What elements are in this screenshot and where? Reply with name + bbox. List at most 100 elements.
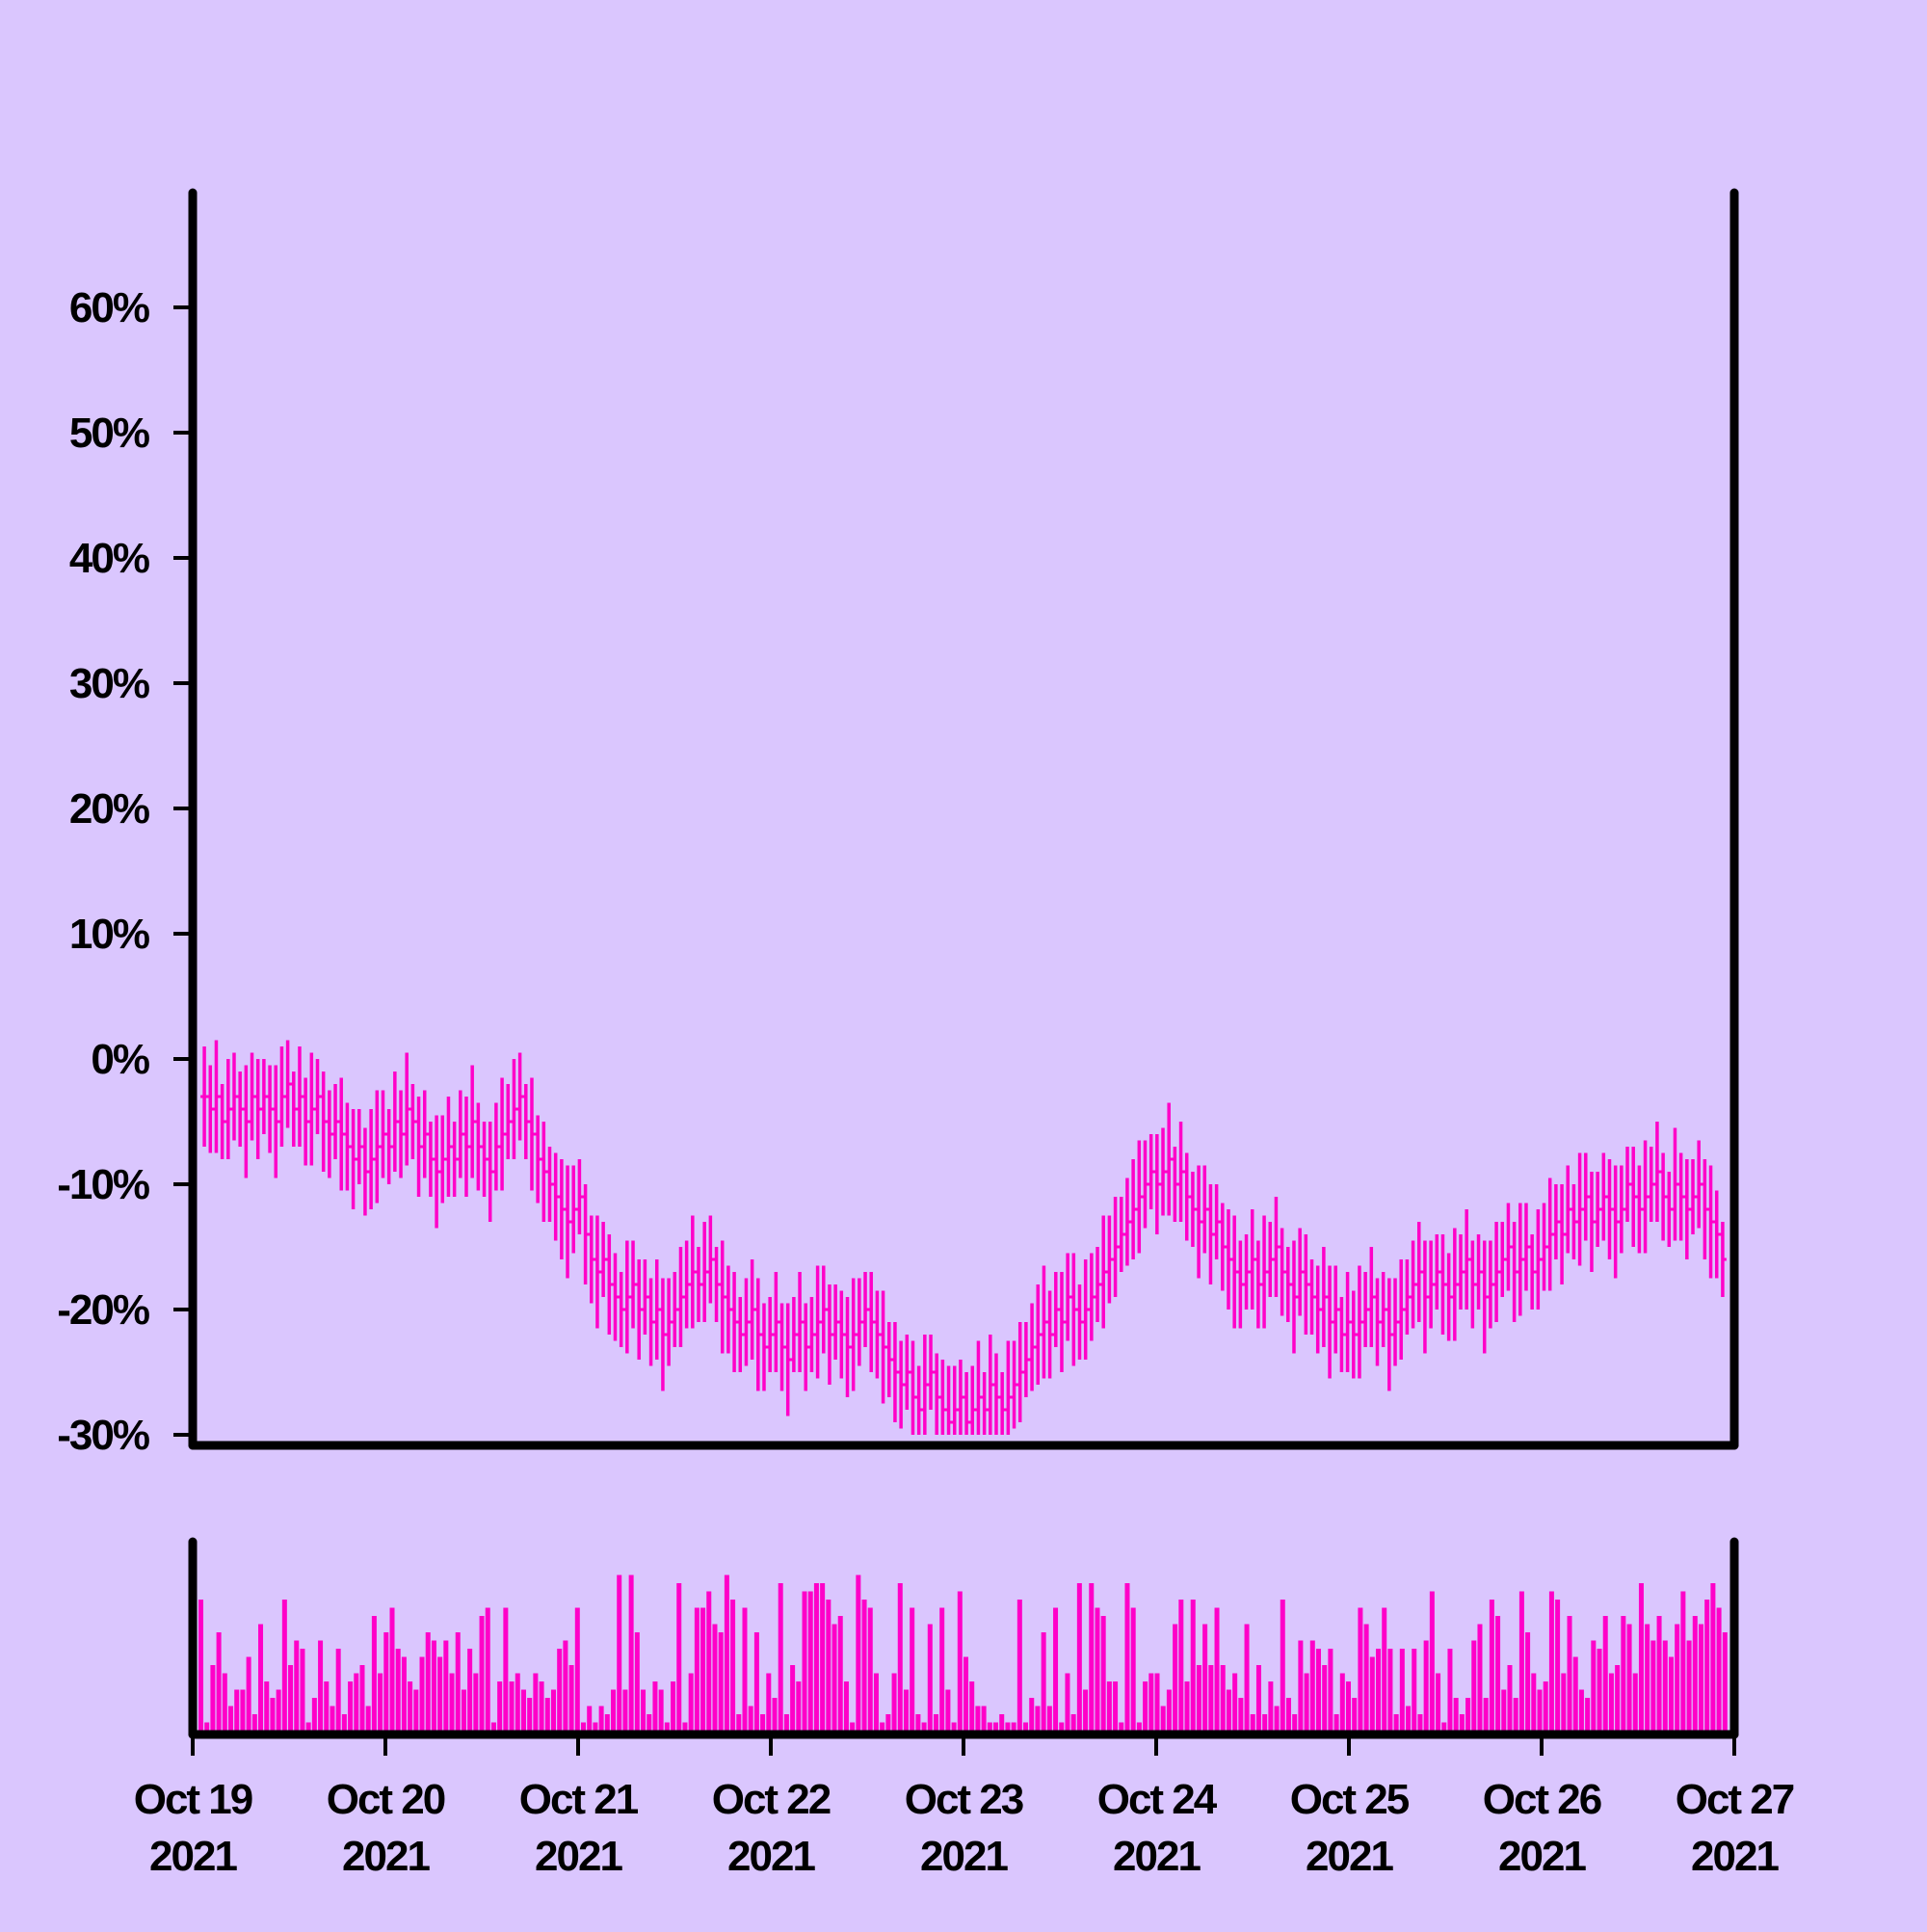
volume-bar [641,1689,647,1731]
volume-bar [880,1722,885,1731]
volume-bar [1196,1665,1201,1731]
volume-bar [300,1649,305,1731]
volume-bar [718,1632,724,1731]
volume-bar [1315,1649,1321,1731]
volume-bar [915,1714,921,1731]
volume-bar [348,1681,354,1731]
volume-bar [515,1673,520,1731]
axes-frame [188,188,1739,1739]
volume-bar [408,1681,413,1731]
volume-bar [419,1656,425,1731]
volume-bar [204,1722,210,1731]
volume-bar [228,1706,234,1731]
volume-bar [533,1673,539,1731]
volume-bar [467,1649,473,1731]
volume-bar [246,1656,251,1731]
volume-bar [724,1575,729,1731]
volume-bar [1447,1649,1453,1731]
volume-bar [1518,1591,1524,1731]
volume-bar [1029,1698,1035,1731]
volume-bar [1148,1673,1154,1731]
volume-bar [1322,1665,1328,1731]
price-bar [1718,1222,1727,1297]
volume-bar [1005,1722,1011,1731]
volume-bar [1668,1656,1674,1731]
volume-bar [1250,1714,1255,1731]
volume-bar [861,1600,867,1731]
volume-bar [1459,1714,1465,1731]
volume-bar [258,1624,264,1731]
volume-bar [1113,1681,1119,1731]
volume-bar [1561,1673,1567,1731]
volume-bar [748,1706,753,1731]
volume-bar [270,1698,276,1731]
volume-bar [807,1591,813,1731]
volume-bar [1412,1649,1417,1731]
y-tick-label: -20% [57,1286,149,1334]
volume-bar [1046,1706,1052,1731]
volume-bar [1417,1714,1423,1731]
volume-bar [1220,1665,1226,1731]
volume-bar [664,1722,670,1731]
volume-bar [1406,1706,1412,1731]
volume-bar [1280,1600,1285,1731]
volume-bar [1621,1616,1626,1731]
volume-bar [1190,1600,1196,1731]
y-tick-label: 0% [91,1036,148,1083]
volume-bar [324,1681,330,1731]
volume-bar [1059,1722,1065,1731]
volume-bar [700,1607,706,1731]
volume-bar [341,1714,347,1731]
volume-bar [622,1689,628,1731]
volume-bar [443,1640,449,1731]
volume-bar [647,1714,652,1731]
volume-bar [210,1665,216,1731]
volume-bar [1436,1673,1441,1731]
volume-bar [550,1689,556,1731]
volume-bar [587,1706,593,1731]
volume-bar [1309,1640,1315,1731]
volume-bar [964,1656,969,1731]
volume-bar [1465,1698,1471,1731]
volume-bar [1143,1681,1148,1731]
volume-bar [676,1583,682,1731]
volume-bar [198,1600,204,1731]
volume-bar [1567,1616,1572,1731]
volume-bar [802,1591,807,1731]
volume-bar [1495,1616,1501,1731]
volume-bar [1555,1600,1561,1731]
volume-bar [652,1681,658,1731]
volume-bar [826,1600,832,1731]
volume-bar [688,1673,694,1731]
volume-bar [335,1649,341,1731]
volume-bar [1328,1649,1333,1731]
volume-bar [850,1722,856,1731]
volume-bar [1387,1649,1393,1731]
volume-bar [240,1689,246,1731]
volume-bar [730,1600,736,1731]
volume-bar [1585,1698,1591,1731]
x-tick-label: Oct 21 [519,1776,639,1823]
volume-bar [1548,1591,1554,1731]
volume-bar [1489,1600,1494,1731]
volume-bar [933,1714,938,1731]
volume-bar [1716,1607,1722,1731]
volume-bar [1095,1607,1100,1731]
volume-bar [1232,1673,1238,1731]
volume-bar [1453,1698,1459,1731]
y-axis-ticks: -30% -20% -10% 0% 10% 20% 30% 40% 50% 60% [57,284,189,1459]
volume-bar [671,1681,676,1731]
volume-bar [359,1665,365,1731]
volume-bar [1656,1616,1662,1731]
x-tick-label: Oct 24 [1097,1776,1218,1823]
volume-bar [1441,1722,1447,1731]
volume-bar [479,1616,485,1731]
volume-bar [264,1681,270,1731]
volume-bar [1076,1583,1082,1731]
volume-bar [1214,1607,1220,1731]
volume-bar [1393,1714,1399,1731]
volume-bar [593,1722,598,1731]
volume-panel [198,1575,1728,1731]
volume-bar [1226,1689,1231,1731]
